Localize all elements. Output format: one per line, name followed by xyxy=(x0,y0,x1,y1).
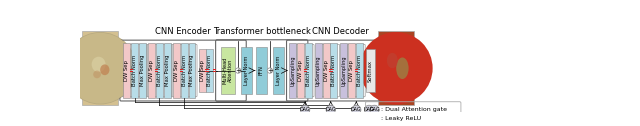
Circle shape xyxy=(301,105,310,114)
Text: +: + xyxy=(235,68,241,74)
Text: Max Pooling: Max Pooling xyxy=(140,55,145,86)
Circle shape xyxy=(351,105,361,114)
Text: Batch Norm: Batch Norm xyxy=(132,55,137,86)
Text: : Leaky ReLU: : Leaky ReLU xyxy=(381,116,422,121)
Bar xyxy=(130,69,134,70)
Bar xyxy=(205,71,209,72)
Text: DAG: DAG xyxy=(300,107,310,112)
Text: DAG: DAG xyxy=(364,107,374,112)
Bar xyxy=(303,71,307,72)
Bar xyxy=(83,31,118,105)
Text: DAG: DAG xyxy=(351,107,362,112)
Bar xyxy=(164,43,171,98)
Bar xyxy=(155,69,158,70)
Text: Batch Norm: Batch Norm xyxy=(306,55,311,86)
Text: Batch Norm: Batch Norm xyxy=(157,55,162,86)
Text: Max Pooling: Max Pooling xyxy=(189,55,195,86)
Ellipse shape xyxy=(396,57,408,79)
Bar xyxy=(329,69,333,70)
Text: Transformer bottleneck: Transformer bottleneck xyxy=(212,27,310,36)
Text: CNN Encoder: CNN Encoder xyxy=(155,27,211,36)
Text: DW Sep: DW Sep xyxy=(149,60,154,81)
Circle shape xyxy=(360,32,433,104)
Bar xyxy=(366,49,374,92)
Bar xyxy=(371,119,378,120)
Bar xyxy=(340,43,348,98)
Text: CNN Decoder: CNN Decoder xyxy=(312,27,369,36)
Bar xyxy=(180,43,188,98)
Ellipse shape xyxy=(93,71,101,78)
Bar xyxy=(221,47,235,94)
Bar xyxy=(180,69,183,70)
Bar xyxy=(148,43,155,98)
Text: DW Sep: DW Sep xyxy=(298,60,303,81)
Bar xyxy=(173,43,180,98)
Text: Batch Norm: Batch Norm xyxy=(332,55,336,86)
Bar xyxy=(189,43,195,98)
Bar xyxy=(156,43,163,98)
Bar xyxy=(180,71,183,72)
Bar xyxy=(139,43,146,98)
Text: DAG: DAG xyxy=(369,107,380,112)
Text: DAG: DAG xyxy=(325,107,336,112)
Circle shape xyxy=(65,33,136,104)
Ellipse shape xyxy=(387,53,397,68)
Bar xyxy=(198,49,205,92)
Bar xyxy=(330,43,337,98)
Ellipse shape xyxy=(92,57,106,72)
Text: Layer Norm: Layer Norm xyxy=(276,56,281,85)
Bar xyxy=(124,43,131,98)
Text: Layer Norm: Layer Norm xyxy=(244,56,249,85)
Text: FFN: FFN xyxy=(259,66,264,75)
Bar xyxy=(205,69,209,70)
Text: DW Sep: DW Sep xyxy=(349,60,354,81)
Text: Max Pooling: Max Pooling xyxy=(164,55,170,86)
Text: DW Sep: DW Sep xyxy=(174,60,179,81)
Text: +: + xyxy=(267,68,273,74)
Text: Batch Norm: Batch Norm xyxy=(357,55,362,86)
Bar xyxy=(348,43,355,98)
Bar xyxy=(378,31,414,105)
Text: Batch Norm: Batch Norm xyxy=(207,55,212,86)
Ellipse shape xyxy=(100,64,109,75)
Circle shape xyxy=(267,68,273,73)
Bar xyxy=(315,43,322,98)
Circle shape xyxy=(370,105,379,114)
Text: : Dual Attention gate: : Dual Attention gate xyxy=(381,107,447,112)
Bar xyxy=(355,71,358,72)
Bar xyxy=(323,43,330,98)
Bar xyxy=(356,43,363,98)
Bar xyxy=(212,69,216,70)
Text: DW Sep: DW Sep xyxy=(200,60,205,81)
Bar xyxy=(371,117,378,118)
Bar xyxy=(329,71,333,72)
Bar xyxy=(241,47,252,94)
Text: UpSampling: UpSampling xyxy=(316,55,321,86)
Bar xyxy=(212,71,216,72)
Text: DW Sep: DW Sep xyxy=(324,60,328,81)
Bar xyxy=(305,43,312,98)
Text: Batch Norm: Batch Norm xyxy=(182,55,187,86)
Text: DW Sep: DW Sep xyxy=(124,60,129,81)
Bar xyxy=(130,71,134,72)
Text: UpSampling: UpSampling xyxy=(290,55,295,86)
Circle shape xyxy=(64,32,136,104)
Circle shape xyxy=(326,105,335,114)
Bar xyxy=(273,47,284,94)
Text: Multi-Head
Attention: Multi-Head Attention xyxy=(223,57,233,84)
Bar xyxy=(355,69,358,70)
Bar xyxy=(131,43,138,98)
Bar xyxy=(155,71,158,72)
Circle shape xyxy=(236,68,241,73)
Bar xyxy=(206,49,213,92)
Bar xyxy=(303,69,307,70)
Bar xyxy=(256,47,267,94)
Text: Softmax: Softmax xyxy=(368,60,372,82)
Bar xyxy=(297,43,304,98)
Text: UpSampling: UpSampling xyxy=(341,55,346,86)
Circle shape xyxy=(364,105,374,114)
Bar xyxy=(289,43,296,98)
